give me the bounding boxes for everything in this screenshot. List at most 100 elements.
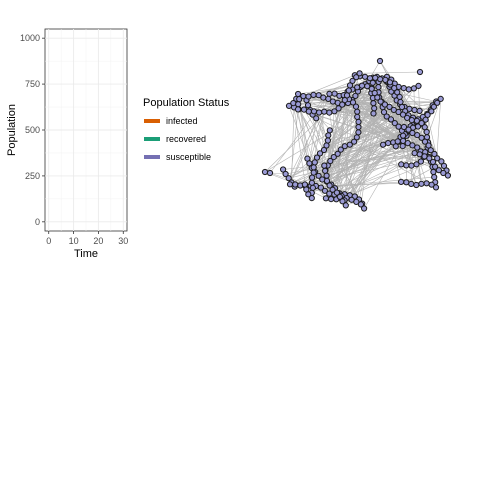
- network-node: [348, 196, 355, 203]
- network-node: [315, 172, 322, 179]
- contact-network: [261, 57, 451, 212]
- network-node: [352, 103, 360, 110]
- network-node: [316, 150, 324, 157]
- network-node: [418, 120, 425, 127]
- network-node: [308, 195, 315, 202]
- network-node: [328, 196, 335, 203]
- network-node: [405, 86, 412, 93]
- network-node: [417, 158, 424, 165]
- network-node: [386, 103, 393, 111]
- network-edge: [418, 85, 420, 111]
- network-node: [413, 117, 420, 124]
- network-node: [382, 76, 389, 84]
- x-tick-label: 30: [118, 236, 128, 246]
- network-node: [400, 132, 407, 139]
- network-edge: [269, 93, 330, 174]
- network-node: [400, 123, 408, 131]
- network-node: [410, 85, 417, 92]
- network-node: [310, 108, 318, 115]
- network-node: [322, 167, 329, 174]
- network-node: [355, 124, 362, 131]
- network-node: [372, 74, 379, 81]
- network-node: [354, 108, 361, 115]
- x-tick-label: 20: [93, 236, 103, 246]
- network-node: [370, 100, 377, 107]
- network-node: [428, 108, 435, 115]
- network-node: [376, 57, 384, 65]
- network-node: [432, 184, 440, 191]
- network-node: [337, 146, 344, 153]
- network-node: [399, 143, 406, 150]
- network-node: [305, 93, 312, 100]
- network-node: [435, 167, 442, 174]
- legend-label-recovered: recovered: [166, 134, 206, 144]
- network-node: [415, 82, 422, 90]
- network-node: [286, 181, 294, 188]
- network-node: [303, 186, 310, 193]
- network-node: [421, 138, 429, 145]
- network-node: [327, 157, 334, 165]
- network-node: [427, 147, 434, 154]
- network-node: [341, 143, 348, 150]
- network-node: [331, 90, 338, 97]
- network-node: [361, 73, 369, 80]
- network-node: [370, 110, 377, 117]
- network-node: [416, 107, 423, 115]
- network-node: [387, 116, 395, 123]
- network-node: [321, 162, 328, 169]
- network-edge: [323, 129, 409, 151]
- network-node: [295, 90, 302, 98]
- network-node: [418, 180, 425, 187]
- network-node: [320, 94, 327, 101]
- network-node: [304, 102, 312, 109]
- axis-ticks: 0 10 20 30 0 250 500 750 1000: [20, 33, 128, 246]
- network-node: [411, 106, 418, 114]
- network-edge: [298, 109, 325, 151]
- network-node: [398, 161, 405, 168]
- network-node: [361, 205, 368, 212]
- network-edge: [395, 146, 433, 168]
- network-node: [398, 103, 406, 111]
- network-node: [292, 181, 299, 188]
- network-node: [380, 141, 387, 148]
- network-node: [377, 98, 384, 105]
- y-tick-label: 250: [25, 171, 40, 181]
- network-node: [326, 127, 333, 134]
- network-node: [320, 146, 328, 154]
- network-node: [385, 140, 392, 147]
- network-edge: [355, 95, 431, 111]
- network-node: [403, 162, 410, 169]
- network-node: [285, 102, 293, 110]
- network-node: [322, 195, 329, 202]
- y-tick-label: 750: [25, 79, 40, 89]
- network-node: [380, 109, 388, 116]
- legend-label-infected: infected: [166, 116, 198, 126]
- y-tick-label: 1000: [20, 33, 40, 43]
- network-node: [326, 109, 333, 116]
- network-node: [428, 181, 435, 188]
- legend-items: infected recovered susceptible: [144, 116, 211, 162]
- network-node: [309, 184, 316, 191]
- network-node: [357, 201, 364, 208]
- network-node: [310, 91, 317, 99]
- network-node: [390, 106, 397, 114]
- network-node: [331, 108, 338, 115]
- population-time-chart: 0 10 20 30 0 250 500 750 1000 Time Population: [6, 28, 128, 260]
- network-node: [368, 85, 375, 92]
- network-node: [440, 162, 448, 169]
- legend-label-susceptible: susceptible: [166, 152, 211, 162]
- network-node: [261, 168, 269, 176]
- network-node: [400, 85, 407, 92]
- network-node: [323, 177, 331, 184]
- network-node: [339, 198, 346, 205]
- network-node: [321, 108, 328, 115]
- network-node: [413, 181, 420, 189]
- legend: Population Status infected recovered susce…: [143, 97, 230, 162]
- network-node: [391, 120, 398, 127]
- network-node: [295, 101, 302, 108]
- network-node: [366, 75, 374, 82]
- network-node: [326, 90, 333, 97]
- network-node: [313, 154, 321, 161]
- network-node: [371, 89, 378, 97]
- network-node: [310, 169, 317, 176]
